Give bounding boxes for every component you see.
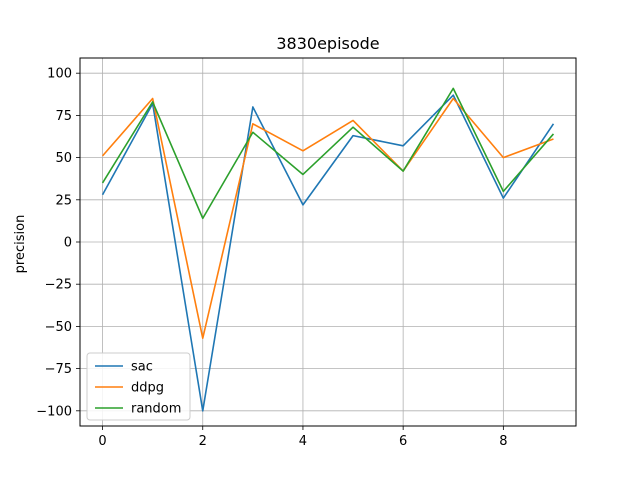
y-tick-label: −100 xyxy=(36,404,72,419)
x-tick-label: 0 xyxy=(98,434,106,449)
y-tick-label: 75 xyxy=(55,109,72,124)
y-tick-label: −75 xyxy=(45,362,72,377)
y-tick-label: 50 xyxy=(55,151,72,166)
chart-title: 3830episode xyxy=(276,34,379,53)
y-tick-label: −50 xyxy=(45,320,72,335)
legend-label-ddpg: ddpg xyxy=(131,381,164,396)
y-tick-label: 0 xyxy=(64,236,72,251)
x-tick-label: 8 xyxy=(499,434,507,449)
x-tick-label: 2 xyxy=(199,434,207,449)
legend-label-sac: sac xyxy=(131,360,153,375)
legend-label-random: random xyxy=(131,402,181,417)
series-lines xyxy=(101,87,555,412)
y-tick-label: −25 xyxy=(45,278,72,293)
y-tick-label: 100 xyxy=(47,67,72,82)
legend-box xyxy=(86,352,191,421)
x-tick-label: 4 xyxy=(299,434,307,449)
legend: sac ddpg random xyxy=(86,352,191,421)
grid xyxy=(80,58,576,426)
y-tick-label: 25 xyxy=(55,193,72,208)
series-line-sac xyxy=(101,94,555,412)
x-tick-label: 6 xyxy=(399,434,407,449)
y-axis-label: precision xyxy=(13,215,28,274)
series-line-random xyxy=(101,87,555,220)
series-line-ddpg xyxy=(101,97,554,340)
axis-ticks: 0 2 4 6 8 −100 −75 −50 −25 0 25 50 75 100 xyxy=(36,67,507,449)
